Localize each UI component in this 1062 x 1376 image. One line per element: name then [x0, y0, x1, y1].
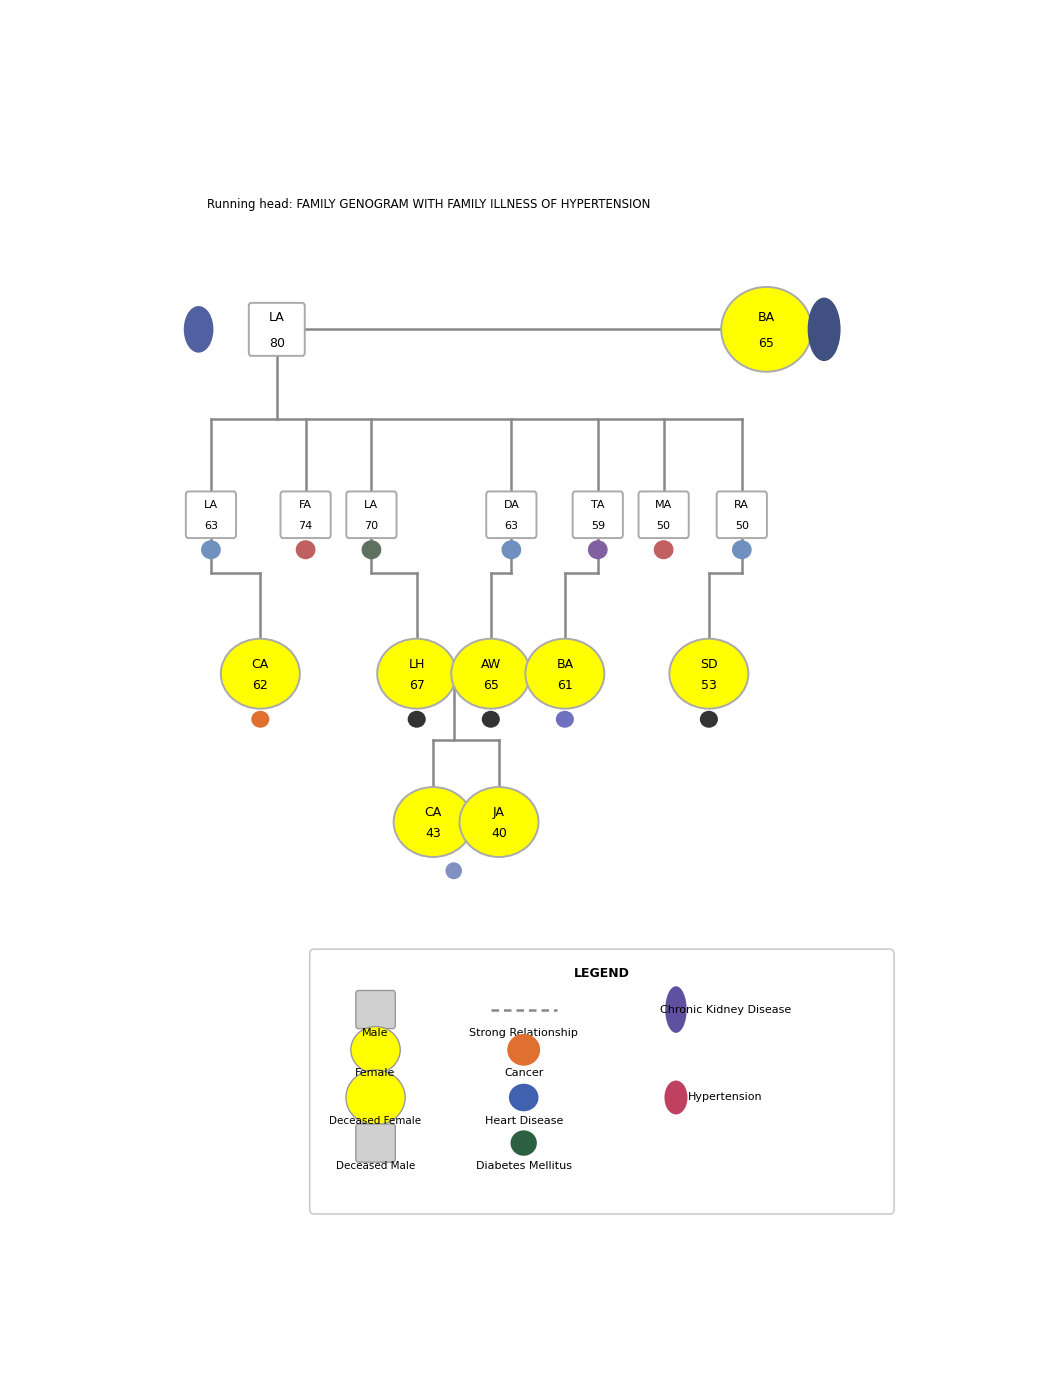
Text: 63: 63: [504, 522, 518, 531]
Text: TA: TA: [592, 501, 604, 510]
Text: 65: 65: [483, 678, 499, 692]
Ellipse shape: [482, 711, 500, 728]
FancyBboxPatch shape: [356, 1124, 395, 1163]
FancyBboxPatch shape: [572, 491, 623, 538]
Text: CA: CA: [252, 658, 269, 670]
Text: 63: 63: [204, 522, 218, 531]
Ellipse shape: [377, 638, 457, 709]
Text: MA: MA: [655, 501, 672, 510]
Ellipse shape: [394, 787, 473, 857]
FancyBboxPatch shape: [717, 491, 767, 538]
Text: Heart Disease: Heart Disease: [484, 1116, 563, 1126]
Text: 65: 65: [758, 337, 774, 350]
Ellipse shape: [511, 1130, 537, 1156]
Text: LEGEND: LEGEND: [573, 967, 630, 980]
Ellipse shape: [555, 711, 573, 728]
Ellipse shape: [451, 638, 530, 709]
Ellipse shape: [201, 541, 221, 559]
Text: 62: 62: [253, 678, 269, 692]
Text: 70: 70: [364, 522, 378, 531]
Ellipse shape: [665, 1080, 687, 1115]
Text: DA: DA: [503, 501, 519, 510]
Text: LA: LA: [364, 501, 378, 510]
Text: FA: FA: [299, 501, 312, 510]
Text: Deceased Male: Deceased Male: [336, 1161, 415, 1171]
Ellipse shape: [221, 638, 299, 709]
FancyBboxPatch shape: [249, 303, 305, 356]
Text: Deceased Female: Deceased Female: [329, 1116, 422, 1126]
Ellipse shape: [526, 638, 604, 709]
Text: 59: 59: [590, 522, 605, 531]
Ellipse shape: [508, 1033, 541, 1065]
Ellipse shape: [252, 711, 270, 728]
Ellipse shape: [184, 305, 213, 352]
FancyBboxPatch shape: [280, 491, 330, 538]
Text: 61: 61: [556, 678, 572, 692]
Text: Strong Relationship: Strong Relationship: [469, 1028, 578, 1038]
Text: Male: Male: [362, 1028, 389, 1038]
Text: SD: SD: [700, 658, 718, 670]
Ellipse shape: [721, 288, 811, 372]
Text: Chronic Kidney Disease: Chronic Kidney Disease: [660, 1004, 791, 1014]
FancyBboxPatch shape: [486, 491, 536, 538]
Ellipse shape: [346, 1071, 406, 1126]
Text: Running head: FAMILY GENOGRAM WITH FAMILY ILLNESS OF HYPERTENSION: Running head: FAMILY GENOGRAM WITH FAMIL…: [207, 198, 650, 211]
Ellipse shape: [361, 541, 381, 559]
Ellipse shape: [665, 987, 687, 1033]
Text: BA: BA: [758, 311, 775, 325]
Ellipse shape: [446, 863, 462, 879]
Ellipse shape: [509, 1084, 538, 1112]
Text: RA: RA: [734, 501, 750, 510]
Ellipse shape: [588, 541, 607, 559]
Text: 50: 50: [735, 522, 749, 531]
Text: LH: LH: [409, 658, 425, 670]
Ellipse shape: [700, 711, 718, 728]
Text: Cancer: Cancer: [504, 1068, 544, 1079]
Text: 40: 40: [491, 827, 507, 841]
Text: Female: Female: [356, 1068, 396, 1079]
Ellipse shape: [732, 541, 752, 559]
FancyBboxPatch shape: [356, 991, 395, 1029]
Text: 67: 67: [409, 678, 425, 692]
Text: 50: 50: [656, 522, 670, 531]
Text: 43: 43: [425, 827, 441, 841]
Text: CA: CA: [425, 806, 442, 819]
Ellipse shape: [808, 297, 841, 361]
Text: LA: LA: [204, 501, 218, 510]
Ellipse shape: [408, 711, 426, 728]
Text: Diabetes Mellitus: Diabetes Mellitus: [476, 1161, 571, 1171]
FancyBboxPatch shape: [186, 491, 236, 538]
Text: BA: BA: [556, 658, 573, 670]
FancyBboxPatch shape: [346, 491, 396, 538]
Text: 74: 74: [298, 522, 312, 531]
Ellipse shape: [460, 787, 538, 857]
Ellipse shape: [501, 541, 521, 559]
Text: 80: 80: [269, 337, 285, 350]
FancyBboxPatch shape: [310, 949, 894, 1214]
FancyBboxPatch shape: [638, 491, 689, 538]
Text: 53: 53: [701, 678, 717, 692]
Ellipse shape: [350, 1026, 400, 1073]
Ellipse shape: [669, 638, 749, 709]
Text: LA: LA: [269, 311, 285, 325]
Text: JA: JA: [493, 806, 504, 819]
Ellipse shape: [295, 541, 315, 559]
Text: AW: AW: [481, 658, 501, 670]
Text: Hypertension: Hypertension: [688, 1093, 763, 1102]
Ellipse shape: [654, 541, 673, 559]
